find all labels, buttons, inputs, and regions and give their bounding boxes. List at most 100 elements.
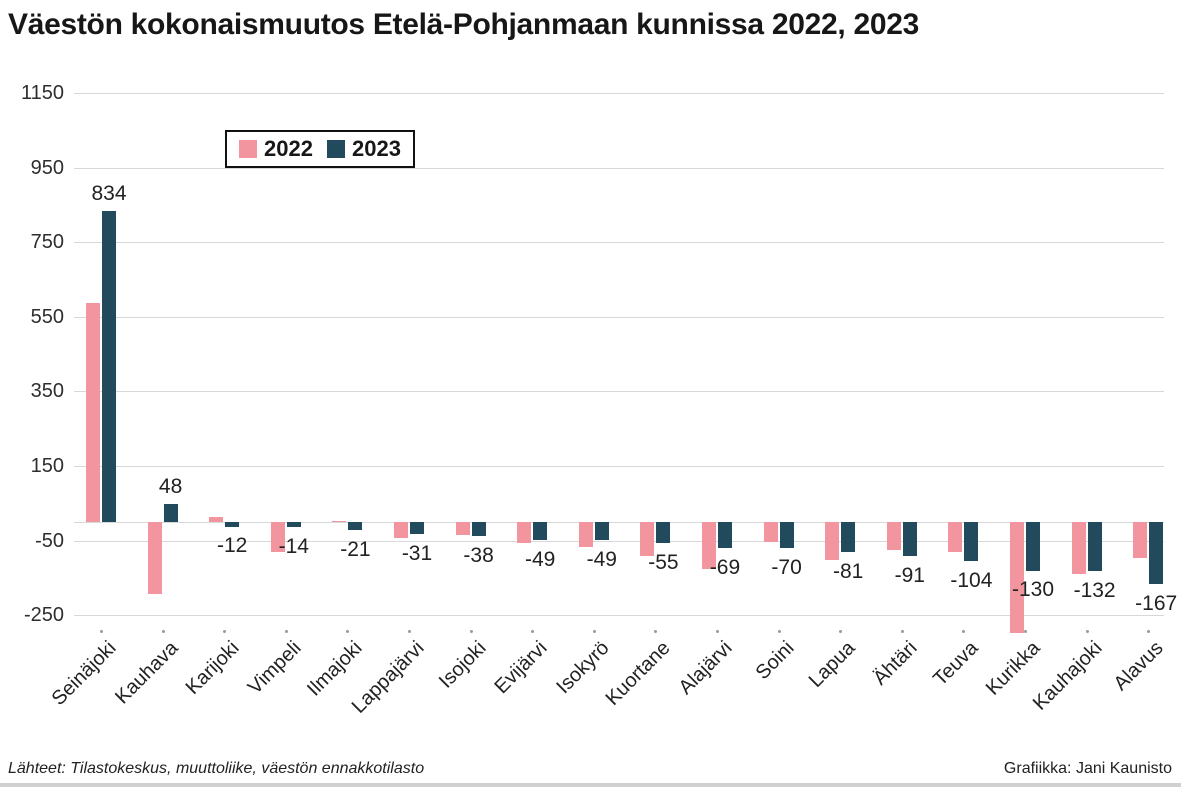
y-tick-label: 550 [30, 305, 64, 328]
x-tick-dot [531, 630, 535, 633]
bar-2022-Kauhajoki [1071, 522, 1086, 574]
bar-2022-Alajärvi [702, 522, 716, 569]
bar-2022-Ähtäri [886, 522, 901, 551]
value-label-Soini: -70 [771, 556, 802, 580]
legend-swatch-2023 [327, 140, 346, 158]
y-tick-label: 950 [30, 156, 64, 179]
bar-2023-Alavus [1149, 522, 1164, 585]
x-tick-dot [1147, 630, 1151, 633]
bar-2023-Seinäjoki [102, 210, 116, 522]
y-tick-label: 350 [30, 380, 64, 403]
bar-2023-Alajärvi [718, 522, 732, 548]
x-tick-dot [469, 630, 473, 633]
gridline [74, 167, 1164, 169]
bottom-edge-line [0, 783, 1181, 787]
x-tick-dot [1024, 630, 1027, 633]
x-tick-dot [161, 630, 165, 633]
value-label-Lapua: -81 [833, 560, 864, 584]
bar-2023-Kauhava [163, 504, 178, 522]
y-tick-label: 150 [30, 455, 64, 477]
bar-2023-Soini [779, 522, 794, 549]
value-label-Teuva: -104 [950, 568, 993, 592]
bar-2023-Ilmajoki [348, 522, 363, 530]
x-tick-dot [346, 630, 350, 633]
value-label-Seinäjoki: 834 [91, 181, 127, 205]
x-tick-dot [777, 630, 781, 633]
bar-2023-Teuva [964, 522, 979, 561]
bar-2022-Teuva [948, 522, 963, 553]
value-label-Alajärvi: -69 [709, 555, 741, 579]
bar-2022-Alavus [1133, 522, 1148, 558]
value-label-Karijoki: -12 [217, 534, 248, 558]
x-tick-dot [962, 630, 966, 633]
credit-note: Grafiikka: Jani Kaunisto [1003, 760, 1172, 777]
gridline [74, 93, 1164, 94]
legend-swatch-2022 [239, 140, 257, 158]
value-label-Alavus: -167 [1135, 592, 1178, 616]
bar-2023-Kauhajoki [1087, 522, 1102, 572]
value-label-Isokyrö: -49 [586, 548, 617, 572]
bar-2023-Karijoki [225, 522, 240, 527]
y-tick-label: 1150 [20, 82, 64, 104]
gridline [74, 391, 1164, 393]
legend-item-2022: 2022 [239, 136, 313, 162]
bar-2022-Kuortane [640, 522, 655, 556]
gridline [74, 466, 1164, 467]
legend-item-2023: 2023 [327, 136, 401, 162]
gridline [74, 522, 1164, 523]
y-tick-label: -250 [23, 604, 64, 627]
gridline [74, 540, 1164, 542]
value-label-Kuortane: -55 [648, 550, 679, 574]
bar-2022-Isojoki [455, 522, 470, 535]
y-tick-label: -50 [35, 529, 64, 552]
legend-box: 2022 2023 [225, 130, 415, 168]
x-tick-dot [1085, 630, 1089, 633]
bar-2023-Evijärvi [533, 522, 548, 541]
chart-title: Väestön kokonaismuutos Etelä-Pohjanmaan … [8, 8, 919, 41]
value-label-Isojoki: -38 [463, 544, 494, 568]
legend-label-2022: 2022 [264, 136, 313, 161]
legend-label-2023: 2023 [352, 136, 401, 161]
x-tick-dot [592, 630, 596, 633]
value-label-Lappajärvi: -31 [401, 541, 433, 565]
bar-2023-Kurikka [1026, 522, 1040, 571]
value-label-Kauhajoki: -132 [1073, 579, 1116, 603]
value-label-Vimpeli: -14 [278, 535, 309, 559]
bar-2022-Kauhava [147, 522, 162, 595]
gridline [74, 615, 1164, 617]
bar-2023-Isojoki [471, 522, 486, 537]
bar-2023-Lapua [841, 522, 856, 553]
bar-2023-Vimpeli [286, 522, 301, 528]
x-tick-dot [716, 630, 719, 633]
gridline [74, 316, 1164, 318]
value-label-Ilmajoki: -21 [340, 537, 371, 561]
x-tick-dot [654, 630, 658, 633]
x-tick-dot [100, 630, 103, 633]
bar-2022-Lappajärvi [394, 522, 408, 538]
x-tick-dot [284, 630, 288, 633]
bar-2023-Lappajärvi [410, 522, 424, 534]
bar-2022-Vimpeli [270, 522, 285, 553]
bar-2022-Karijoki [209, 517, 224, 522]
value-label-Evijärvi: -49 [525, 548, 556, 572]
value-label-Kauhava: 48 [158, 475, 183, 498]
bar-2022-Kurikka [1010, 522, 1024, 634]
x-tick-dot [223, 630, 227, 633]
bar-2022-Isokyrö [578, 522, 593, 548]
source-note: Lähteet: Tilastokeskus, muuttoliike, väe… [8, 760, 425, 777]
bar-2023-Isokyrö [594, 522, 609, 541]
value-label-Kurikka: -130 [1011, 578, 1055, 602]
bar-2023-Ähtäri [902, 522, 917, 556]
bar-2022-Seinäjoki [86, 303, 100, 522]
x-tick-dot [408, 630, 411, 633]
bar-2023-Kuortane [656, 522, 671, 543]
x-tick-dot [839, 630, 843, 633]
bar-2022-Evijärvi [517, 522, 532, 544]
bar-2022-Ilmajoki [332, 520, 347, 522]
bar-2022-Soini [763, 522, 778, 543]
y-tick-label: 750 [30, 231, 64, 254]
x-tick-dot [900, 630, 904, 633]
bar-2022-Lapua [825, 522, 840, 560]
